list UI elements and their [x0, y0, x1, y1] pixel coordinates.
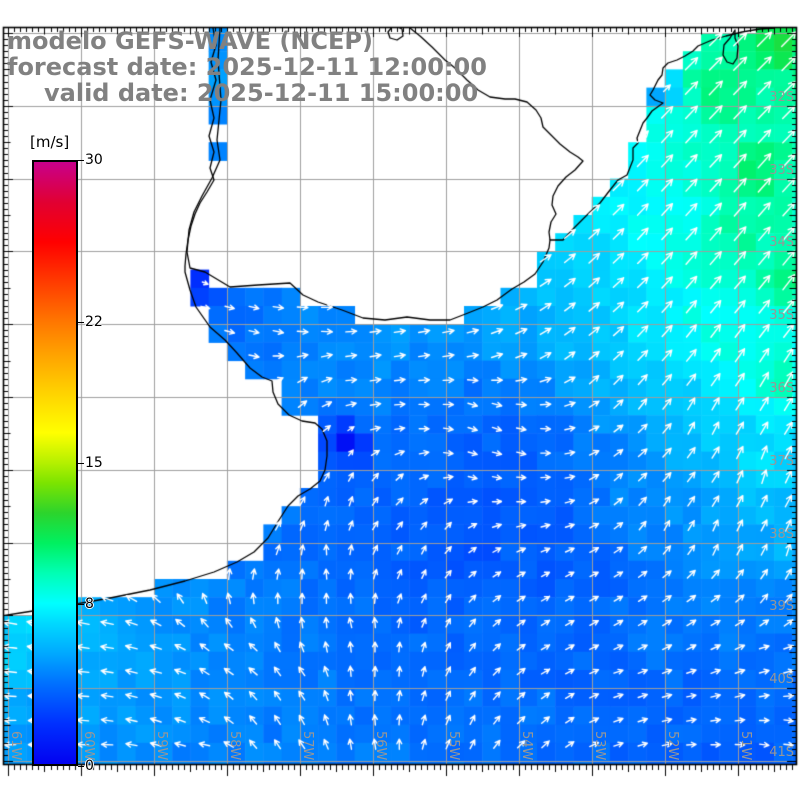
lat-label: 35S [769, 308, 794, 324]
lon-label: 53W [591, 731, 607, 761]
colorbar-unit-label: [m/s] [30, 133, 70, 151]
lon-label: 52W [664, 731, 680, 761]
lon-label: 54W [518, 731, 534, 761]
wind-speed-colorbar [32, 160, 78, 766]
colorbar-tick-label: 30 [85, 152, 103, 168]
model-title: modelo GEFS-WAVE (NCEP) [7, 27, 373, 55]
valid-date-label: valid date: 2025-12-11 15:00:00 [44, 79, 479, 107]
lat-label: 33S [769, 162, 794, 178]
colorbar-tick-mark [78, 160, 84, 161]
lat-label: 34S [769, 235, 794, 251]
colorbar-tick-mark [78, 604, 84, 606]
lon-label: 51W [737, 731, 753, 761]
lat-label: 32S [769, 89, 794, 105]
colorbar-tick-mark [78, 463, 84, 464]
lon-label: 58W [226, 731, 242, 761]
lat-label: 39S [769, 599, 794, 615]
lat-label: 37S [769, 453, 794, 469]
lat-label: 36S [769, 381, 794, 396]
forecast-date-label: forecast date: 2025-12-11 12:00:00 [7, 53, 487, 81]
colorbar-tick-label: 0 [85, 758, 94, 774]
lon-label: 61W [8, 731, 23, 761]
lon-label: 60W [80, 731, 96, 761]
colorbar-tick-mark [78, 321, 84, 323]
lat-label: 40S [769, 672, 794, 688]
colorbar-tick-label: 15 [85, 455, 103, 471]
lon-label: 59W [153, 731, 169, 761]
lon-label: 56W [372, 731, 388, 761]
lat-label: 41S [769, 745, 794, 760]
lon-label: 57W [299, 731, 315, 761]
colorbar-tick-label: 22 [85, 313, 103, 330]
lat-label: 38S [769, 526, 794, 542]
colorbar-tick-mark [78, 766, 84, 767]
lon-label: 55W [445, 731, 461, 761]
colorbar-tick-label: 8 [85, 596, 94, 613]
